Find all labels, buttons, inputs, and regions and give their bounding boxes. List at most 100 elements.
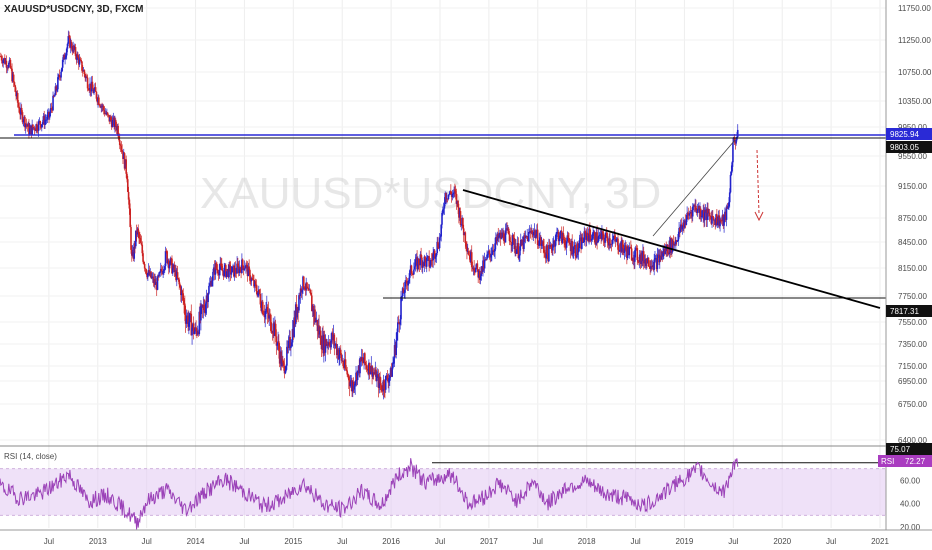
candle-body <box>294 317 296 325</box>
candle-body <box>654 258 656 260</box>
candle-body <box>51 108 54 111</box>
candle-body <box>442 208 445 210</box>
candle-body <box>398 322 401 325</box>
candle-body <box>256 291 258 296</box>
candle-body <box>69 36 71 48</box>
candle-body <box>501 232 504 238</box>
candle-body <box>163 266 166 271</box>
candle-body <box>362 361 365 364</box>
candle-body <box>231 266 234 273</box>
candle-body <box>710 216 713 224</box>
candle-body <box>412 273 414 275</box>
candle-body <box>576 243 578 258</box>
candle-body <box>28 128 31 135</box>
candle-body <box>122 153 125 159</box>
candle-body <box>653 259 655 270</box>
candle-body <box>27 123 29 127</box>
candle-body <box>303 287 306 290</box>
candle-body <box>225 271 228 277</box>
price-tick-label: 8150.00 <box>898 264 927 273</box>
candle-body <box>361 357 364 362</box>
candle-body <box>317 325 320 332</box>
candle-body <box>715 214 717 226</box>
candle-body <box>85 76 88 78</box>
candle-body <box>59 76 62 78</box>
candle-body <box>544 253 547 259</box>
grid-lines <box>0 0 886 528</box>
candle-body <box>376 374 379 376</box>
price-axis <box>886 0 932 550</box>
candle-body <box>269 314 271 316</box>
candle-body <box>528 231 531 233</box>
candle-body <box>261 301 263 311</box>
candle-body <box>719 220 721 227</box>
candle-body <box>203 304 205 311</box>
candle-body <box>304 289 307 291</box>
candle-body <box>308 289 311 291</box>
candle-body <box>217 273 220 276</box>
candle-body <box>315 321 317 323</box>
candle-body <box>199 311 201 321</box>
candle-body <box>195 327 197 331</box>
candle-body <box>404 281 406 293</box>
candle-body <box>373 373 376 375</box>
candle-body <box>583 231 586 243</box>
candle-body <box>129 208 131 228</box>
candle-body <box>117 125 119 137</box>
candle-body <box>684 220 687 225</box>
candle-body <box>245 264 248 266</box>
candle-body <box>288 336 291 341</box>
rsi-tick-label: 60.00 <box>900 476 921 485</box>
candle-body <box>264 311 267 318</box>
candle-body <box>384 375 387 390</box>
candle-body <box>440 224 443 237</box>
candle-body <box>625 245 627 251</box>
candle-body <box>216 269 219 274</box>
candle-body <box>376 375 378 381</box>
candle-body <box>632 257 635 261</box>
candle-body <box>630 247 632 249</box>
candle-body <box>233 265 235 277</box>
candle-body <box>250 278 253 282</box>
candle-body <box>216 268 218 270</box>
candle-body <box>519 239 522 247</box>
candle-body <box>425 257 428 267</box>
candle-body <box>417 258 419 270</box>
candle-body <box>429 265 431 267</box>
candle-body <box>253 281 256 287</box>
candle-body <box>560 230 562 233</box>
candle-body <box>421 257 423 268</box>
candle-body <box>437 241 439 248</box>
candle-body <box>416 257 418 270</box>
candle-body <box>439 236 442 238</box>
candle-body <box>323 334 326 353</box>
candle-body <box>508 234 511 242</box>
candle-body <box>597 235 600 241</box>
candle-body <box>517 243 520 259</box>
candle-body <box>426 256 429 258</box>
candle-body <box>538 240 541 246</box>
candle-body <box>401 288 404 296</box>
candle-body <box>451 194 454 197</box>
candle-body <box>1 60 4 64</box>
candle-body <box>265 310 267 312</box>
candle-body <box>679 224 682 232</box>
candle-body <box>658 254 660 263</box>
candle-body <box>409 265 412 271</box>
price-tag-upper: 9825.94 <box>886 128 932 140</box>
candle-body <box>549 245 552 247</box>
candle-body <box>711 216 713 224</box>
candles <box>0 30 739 400</box>
candle-body <box>402 288 405 294</box>
candle-body <box>113 117 115 127</box>
candle-body <box>324 339 327 353</box>
candle-body <box>460 224 463 226</box>
candle-body <box>263 314 266 318</box>
candle-body <box>109 117 111 122</box>
candle-body <box>722 214 725 226</box>
price-tag-support-text: 7817.31 <box>890 307 919 316</box>
candle-body <box>620 242 623 252</box>
candle-body <box>350 380 352 383</box>
candle-body <box>218 269 221 276</box>
